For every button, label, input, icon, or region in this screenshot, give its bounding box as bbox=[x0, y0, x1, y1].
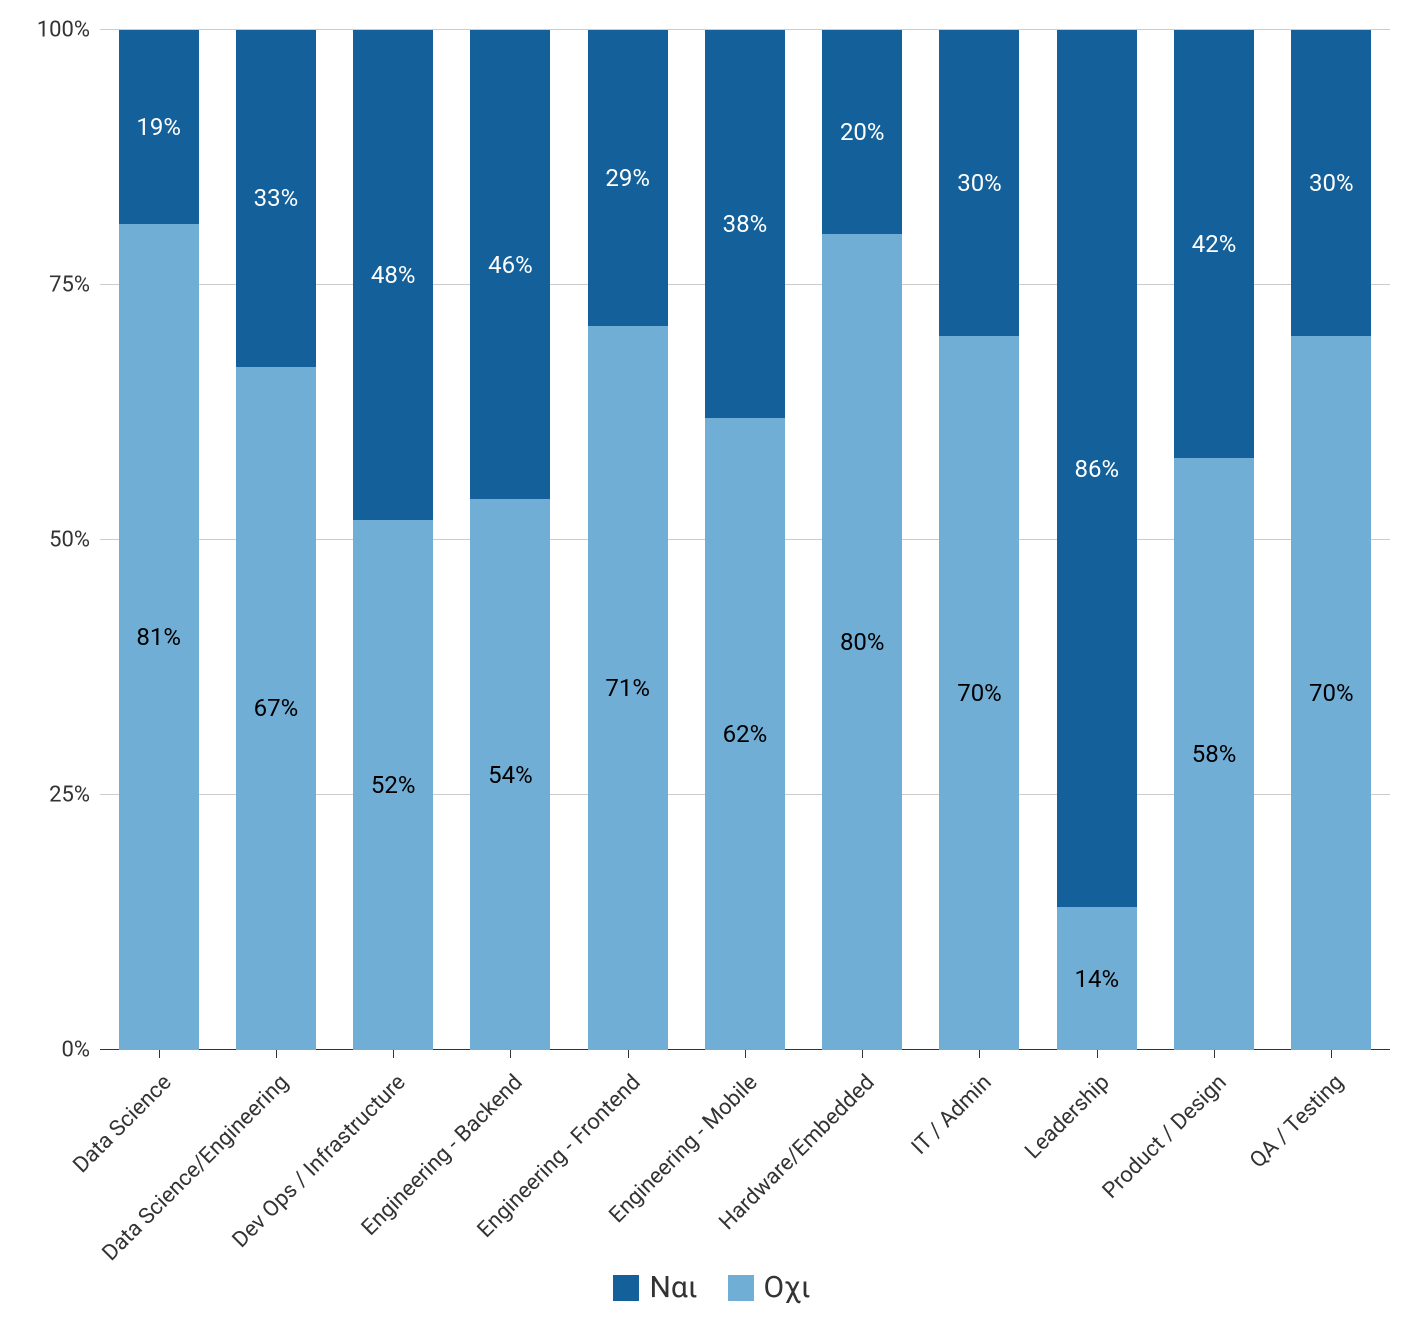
bar-segment-yes: 42% bbox=[1174, 30, 1254, 458]
bar-segment-no: 52% bbox=[353, 520, 433, 1050]
x-tick bbox=[510, 1050, 511, 1058]
bar-segment-no: 14% bbox=[1057, 907, 1137, 1050]
legend-label: Ναι bbox=[649, 1270, 697, 1305]
bar-value-yes: 33% bbox=[236, 184, 316, 212]
legend-item-yes: Ναι bbox=[613, 1270, 697, 1305]
bar-segment-no: 62% bbox=[705, 418, 785, 1050]
x-tick bbox=[1331, 1050, 1332, 1058]
bar-eng-frontend: 71% 29% bbox=[588, 30, 668, 1050]
x-tick bbox=[393, 1050, 394, 1058]
bar-value-yes: 46% bbox=[470, 251, 550, 279]
x-label: IT / Admin bbox=[907, 1070, 997, 1160]
bar-devops: 52% 48% bbox=[353, 30, 433, 1050]
bar-segment-yes: 86% bbox=[1057, 30, 1137, 907]
bar-value-yes: 30% bbox=[939, 169, 1019, 197]
x-tick bbox=[276, 1050, 277, 1058]
bar-segment-yes: 48% bbox=[353, 30, 433, 520]
bar-value-yes: 19% bbox=[119, 113, 199, 141]
bar-qa-testing: 70% 30% bbox=[1291, 30, 1371, 1050]
bar-segment-no: 58% bbox=[1174, 458, 1254, 1050]
bar-eng-backend: 54% 46% bbox=[470, 30, 550, 1050]
bar-value-yes: 42% bbox=[1174, 230, 1254, 258]
bar-value-no: 52% bbox=[353, 771, 433, 799]
y-tick-label: 100% bbox=[10, 18, 90, 43]
bar-segment-no: 67% bbox=[236, 367, 316, 1050]
bar-segment-yes: 30% bbox=[939, 30, 1019, 336]
x-tick bbox=[862, 1050, 863, 1058]
bar-value-no: 70% bbox=[939, 679, 1019, 707]
bar-segment-yes: 46% bbox=[470, 30, 550, 499]
x-tick bbox=[745, 1050, 746, 1058]
x-tick bbox=[159, 1050, 160, 1058]
x-axis-labels: Data Science Data Science/Engineering De… bbox=[100, 1060, 1390, 1260]
bar-value-yes: 38% bbox=[705, 210, 785, 238]
bar-value-no: 62% bbox=[705, 720, 785, 748]
y-tick-label: 50% bbox=[10, 528, 90, 553]
bar-value-yes: 86% bbox=[1057, 455, 1137, 483]
legend-label: Οχι bbox=[764, 1270, 811, 1305]
bar-value-yes: 29% bbox=[588, 164, 668, 192]
bar-value-no: 71% bbox=[588, 674, 668, 702]
bar-eng-mobile: 62% 38% bbox=[705, 30, 785, 1050]
legend-swatch-icon bbox=[613, 1275, 639, 1301]
bar-value-no: 54% bbox=[470, 761, 550, 789]
bar-value-no: 14% bbox=[1057, 965, 1137, 993]
x-tick bbox=[1214, 1050, 1215, 1058]
bar-segment-no: 71% bbox=[588, 326, 668, 1050]
stacked-bar-chart: 0% 25% 50% 75% 100% 81% 19% 67% bbox=[0, 0, 1424, 1322]
bar-value-no: 70% bbox=[1291, 679, 1371, 707]
y-tick-label: 25% bbox=[10, 783, 90, 808]
bar-segment-no: 70% bbox=[939, 336, 1019, 1050]
bar-segment-yes: 38% bbox=[705, 30, 785, 418]
x-label: Data Science bbox=[68, 1070, 176, 1178]
bar-segment-no: 54% bbox=[470, 499, 550, 1050]
bar-data-science-engineering: 67% 33% bbox=[236, 30, 316, 1050]
bar-it-admin: 70% 30% bbox=[939, 30, 1019, 1050]
bar-segment-no: 80% bbox=[822, 234, 902, 1050]
bar-segment-yes: 19% bbox=[119, 30, 199, 224]
bar-data-science: 81% 19% bbox=[119, 30, 199, 1050]
bar-value-no: 81% bbox=[119, 623, 199, 651]
bar-segment-yes: 20% bbox=[822, 30, 902, 234]
bar-value-yes: 30% bbox=[1291, 169, 1371, 197]
bar-segment-no: 81% bbox=[119, 224, 199, 1050]
bar-value-yes: 48% bbox=[353, 261, 433, 289]
bars: 81% 19% 67% 33% 52% bbox=[100, 30, 1390, 1050]
x-label: Leadership bbox=[1020, 1070, 1114, 1164]
bar-value-no: 80% bbox=[822, 628, 902, 656]
y-tick-label: 75% bbox=[10, 273, 90, 298]
bar-segment-no: 70% bbox=[1291, 336, 1371, 1050]
x-tick bbox=[628, 1050, 629, 1058]
plot-area: 81% 19% 67% 33% 52% bbox=[100, 30, 1390, 1050]
bar-hardware-embedded: 80% 20% bbox=[822, 30, 902, 1050]
bar-product-design: 58% 42% bbox=[1174, 30, 1254, 1050]
bar-value-no: 58% bbox=[1174, 740, 1254, 768]
bar-segment-yes: 33% bbox=[236, 30, 316, 367]
legend-swatch-icon bbox=[728, 1275, 754, 1301]
x-tick bbox=[979, 1050, 980, 1058]
bar-segment-yes: 29% bbox=[588, 30, 668, 326]
legend: Ναι Οχι bbox=[0, 1270, 1424, 1305]
y-tick-label: 0% bbox=[10, 1038, 90, 1063]
x-tick bbox=[1097, 1050, 1098, 1058]
bar-segment-yes: 30% bbox=[1291, 30, 1371, 336]
x-label: QA / Testing bbox=[1246, 1070, 1349, 1173]
bar-value-yes: 20% bbox=[822, 118, 902, 146]
legend-item-no: Οχι bbox=[728, 1270, 811, 1305]
bar-leadership: 14% 86% bbox=[1057, 30, 1137, 1050]
bar-value-no: 67% bbox=[236, 694, 316, 722]
